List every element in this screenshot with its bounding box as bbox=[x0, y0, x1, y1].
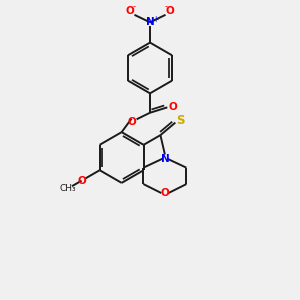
Text: O: O bbox=[160, 188, 169, 198]
Text: O: O bbox=[165, 6, 174, 16]
Text: O: O bbox=[127, 117, 136, 127]
Text: N: N bbox=[160, 154, 169, 164]
Text: O: O bbox=[168, 102, 177, 112]
Text: -: - bbox=[165, 2, 168, 11]
Text: CH₃: CH₃ bbox=[60, 184, 76, 193]
Text: +: + bbox=[152, 15, 159, 24]
Text: O: O bbox=[77, 176, 86, 186]
Text: -: - bbox=[132, 2, 135, 11]
Text: S: S bbox=[176, 114, 185, 127]
Text: N: N bbox=[146, 17, 154, 27]
Text: O: O bbox=[126, 6, 135, 16]
